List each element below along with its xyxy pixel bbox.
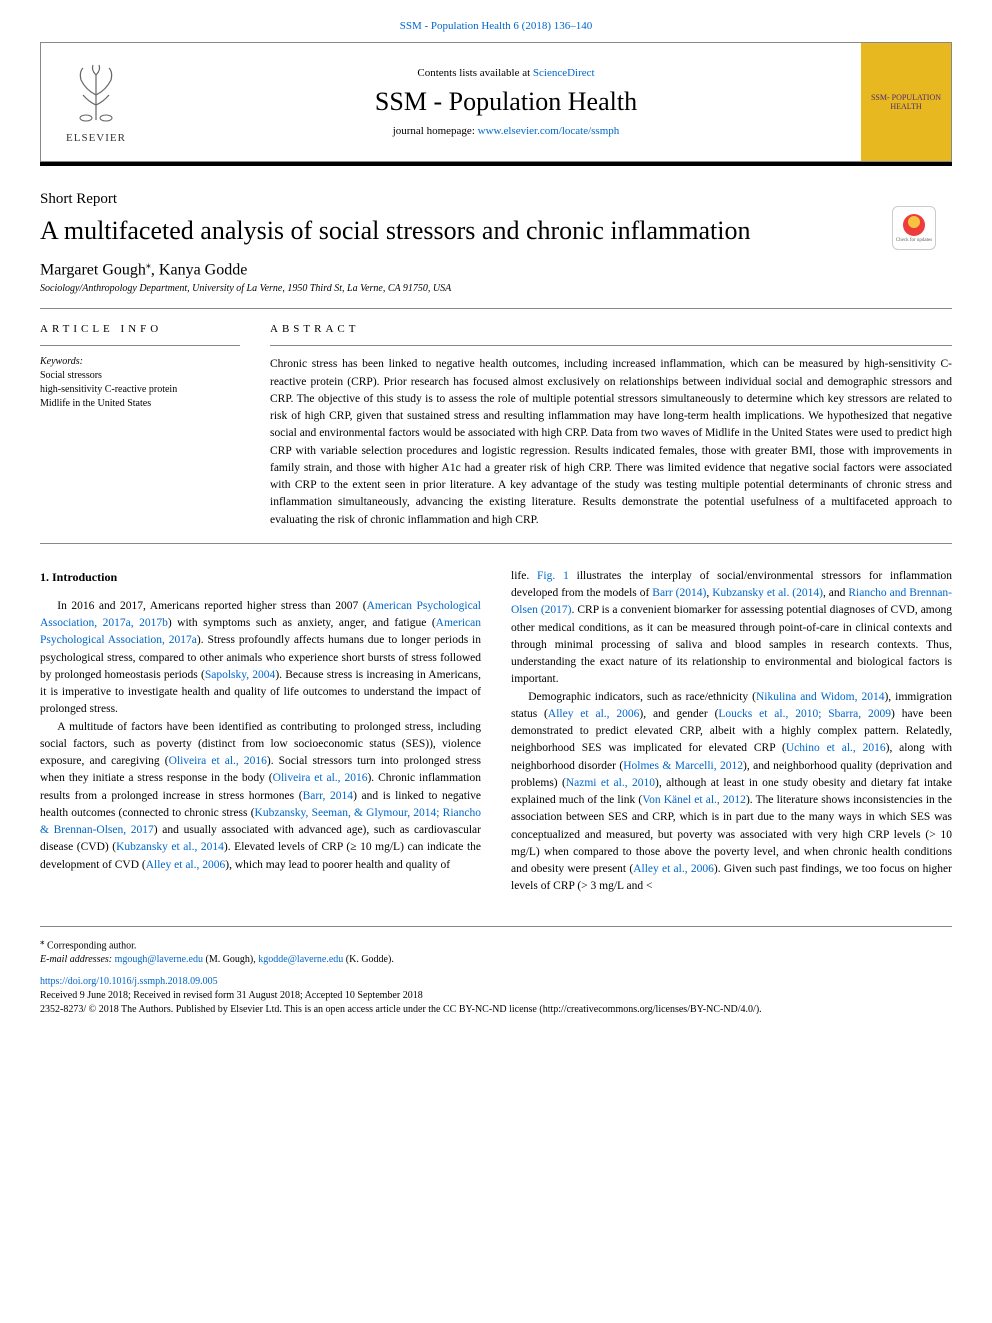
- elsevier-tree-icon: [61, 60, 131, 130]
- ref-barr-2014[interactable]: Barr, 2014: [303, 790, 354, 802]
- ref-vonkanel-2012[interactable]: Von Känel et al., 2012: [642, 794, 746, 806]
- corr-footnote-mark: ⁎: [40, 936, 45, 946]
- journal-cover-thumbnail[interactable]: SSM- POPULATION HEALTH: [861, 43, 951, 161]
- abstract-subrule: [270, 345, 952, 346]
- author-1[interactable]: Margaret Gough: [40, 261, 146, 278]
- ref-holmes-2012[interactable]: Holmes & Marcelli, 2012: [623, 760, 743, 772]
- p3-text-c: , and: [823, 587, 848, 599]
- paragraph-4: Demographic indicators, such as race/eth…: [511, 689, 952, 896]
- contents-prefix: Contents lists available at: [417, 67, 532, 79]
- keyword-2: high-sensitivity C-reactive protein: [40, 383, 240, 397]
- p4-text-c: ), and gender (: [639, 708, 718, 720]
- email-1[interactable]: mgough@laverne.edu: [115, 954, 203, 965]
- info-rule-bottom: [40, 543, 952, 544]
- ref-fig1[interactable]: Fig. 1: [537, 570, 569, 582]
- email-label: E-mail addresses:: [40, 954, 115, 965]
- check-updates-badge[interactable]: Check for updates: [892, 206, 942, 256]
- keyword-3: Midlife in the United States: [40, 397, 240, 411]
- corr-label: Corresponding author.: [47, 940, 136, 951]
- info-abstract-row: ARTICLE INFO Keywords: Social stressors …: [40, 323, 952, 529]
- doi-link[interactable]: https://doi.org/10.1016/j.ssmph.2018.09.…: [40, 975, 952, 989]
- received-line: Received 9 June 2018; Received in revise…: [40, 989, 952, 1003]
- ref-barr-2014-b[interactable]: Barr (2014): [652, 587, 706, 599]
- issn-license-line: 2352-8273/ © 2018 The Authors. Published…: [40, 1003, 952, 1017]
- abstract-heading: ABSTRACT: [270, 323, 952, 335]
- keywords-label: Keywords:: [40, 356, 240, 367]
- p1-text-a: In 2016 and 2017, Americans reported hig…: [57, 600, 366, 612]
- contents-line: Contents lists available at ScienceDirec…: [161, 67, 851, 79]
- article-title: A multifaceted analysis of social stress…: [40, 216, 952, 246]
- footer: ⁎ Corresponding author. E-mail addresses…: [40, 926, 952, 1017]
- authors: Margaret Gough⁎, Kanya Godde: [40, 260, 952, 279]
- intro-heading: 1. Introduction: [40, 568, 481, 586]
- article-type: Short Report: [40, 191, 952, 208]
- abstract-column: ABSTRACT Chronic stress has been linked …: [270, 323, 952, 529]
- paragraph-3: life. Fig. 1 illustrates the interplay o…: [511, 568, 952, 689]
- homepage-prefix: journal homepage:: [393, 125, 478, 137]
- journal-header: ELSEVIER Contents lists available at Sci…: [40, 42, 952, 162]
- p4-text-a: Demographic indicators, such as race/eth…: [528, 691, 756, 703]
- homepage-link[interactable]: www.elsevier.com/locate/ssmph: [478, 125, 620, 137]
- body-columns: 1. Introduction In 2016 and 2017, Americ…: [40, 568, 952, 896]
- affiliation: Sociology/Anthropology Department, Unive…: [40, 283, 952, 294]
- top-citation: SSM - Population Health 6 (2018) 136–140: [0, 0, 992, 42]
- ref-kubzansky-2014[interactable]: Kubzansky et al., 2014: [116, 841, 224, 853]
- ref-oliveira-2016-a[interactable]: Oliveira et al., 2016: [169, 755, 267, 767]
- ref-loucks-sbarra[interactable]: Loucks et al., 2010; Sbarra, 2009: [718, 708, 891, 720]
- email-2[interactable]: kgodde@laverne.edu: [258, 954, 343, 965]
- paragraph-1: In 2016 and 2017, Americans reported hig…: [40, 598, 481, 719]
- ref-oliveira-2016-b[interactable]: Oliveira et al., 2016: [273, 772, 368, 784]
- abstract-text: Chronic stress has been linked to negati…: [270, 356, 952, 529]
- article-info-column: ARTICLE INFO Keywords: Social stressors …: [40, 323, 240, 529]
- ref-sapolsky-2004[interactable]: Sapolsky, 2004: [205, 669, 276, 681]
- homepage-line: journal homepage: www.elsevier.com/locat…: [161, 125, 851, 137]
- paragraph-2: A multitude of factors have been identif…: [40, 719, 481, 874]
- crossmark-icon: [903, 214, 925, 236]
- body-section: 1. Introduction In 2016 and 2017, Americ…: [40, 568, 952, 896]
- sciencedirect-link[interactable]: ScienceDirect: [533, 67, 595, 79]
- elsevier-label: ELSEVIER: [66, 132, 126, 144]
- article-info-heading: ARTICLE INFO: [40, 323, 240, 335]
- keyword-1: Social stressors: [40, 369, 240, 383]
- p3-text-d: . CRP is a convenient biomarker for asse…: [511, 604, 952, 685]
- corresponding-author-note: ⁎ Corresponding author.: [40, 935, 952, 953]
- p2-text-g: ), which may lead to poorer health and q…: [225, 859, 450, 871]
- ref-nazmi-2010[interactable]: Nazmi et al., 2010: [566, 777, 655, 789]
- title-row: A multifaceted analysis of social stress…: [0, 216, 992, 246]
- journal-name: SSM - Population Health: [161, 87, 851, 117]
- header-center: Contents lists available at ScienceDirec…: [151, 57, 861, 147]
- email-1-name: (M. Gough),: [203, 954, 258, 965]
- top-citation-link[interactable]: SSM - Population Health 6 (2018) 136–140: [400, 20, 593, 32]
- ref-alley-2006-b[interactable]: Alley et al., 2006: [548, 708, 640, 720]
- ref-nikulina-2014[interactable]: Nikulina and Widom, 2014: [756, 691, 884, 703]
- header-rule: [40, 162, 952, 166]
- author-2[interactable]: , Kanya Godde: [151, 261, 247, 278]
- ref-uchino-2016[interactable]: Uchino et al., 2016: [786, 742, 886, 754]
- ref-alley-2006-c[interactable]: Alley et al., 2006: [633, 863, 714, 875]
- p1-text-b: ) with symptoms such as anxiety, anger, …: [168, 617, 436, 629]
- ref-kubzansky-2014-b[interactable]: Kubzansky et al. (2014): [712, 587, 823, 599]
- ref-alley-2006-a[interactable]: Alley et al., 2006: [146, 859, 226, 871]
- check-updates-label: Check for updates: [896, 238, 932, 243]
- info-subrule: [40, 345, 240, 346]
- email-2-name: (K. Godde).: [343, 954, 394, 965]
- email-line: E-mail addresses: mgough@laverne.edu (M.…: [40, 953, 952, 967]
- p3-text-a: life.: [511, 570, 537, 582]
- elsevier-logo[interactable]: ELSEVIER: [41, 43, 151, 161]
- cover-text: SSM- POPULATION HEALTH: [865, 93, 947, 111]
- info-rule-top: [40, 308, 952, 309]
